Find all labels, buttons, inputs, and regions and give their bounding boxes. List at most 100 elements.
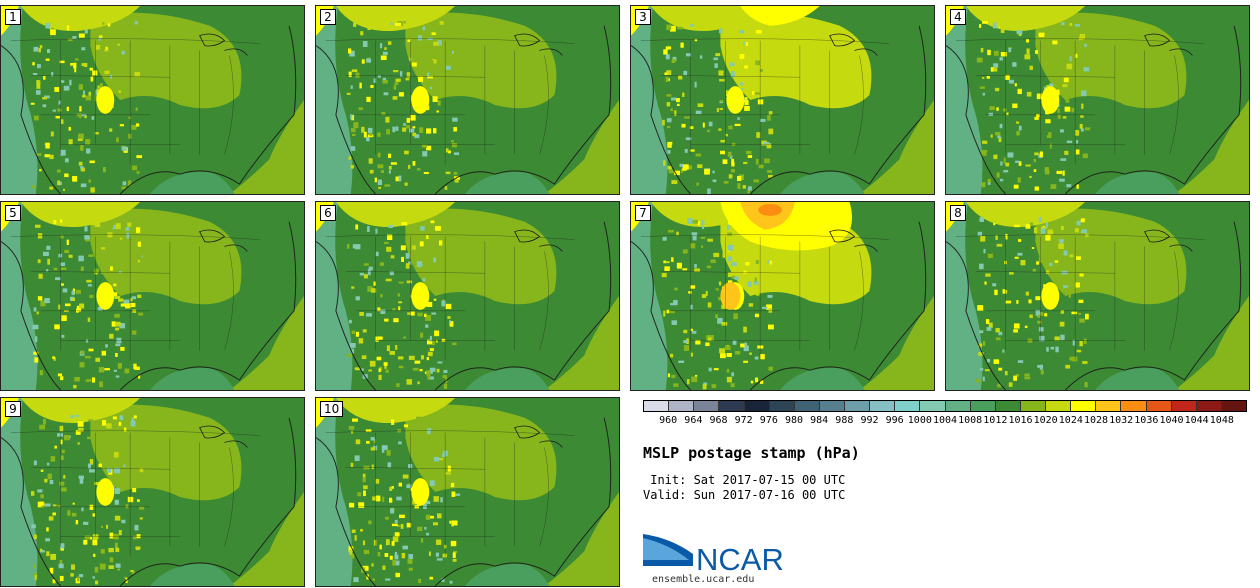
colorbar-swatch-18 <box>1096 401 1122 411</box>
terrain-speck <box>707 129 710 133</box>
terrain-speck <box>766 143 772 149</box>
terrain-speck <box>54 324 60 330</box>
terrain-speck <box>710 259 716 264</box>
great-lakes <box>199 33 226 47</box>
terrain-speck <box>77 442 80 445</box>
terrain-speck <box>385 116 390 123</box>
terrain-speck <box>416 261 423 265</box>
terrain-speck <box>430 515 434 519</box>
terrain-speck <box>389 486 393 491</box>
terrain-speck <box>697 221 701 226</box>
terrain-speck <box>671 320 677 325</box>
terrain-speck <box>1040 369 1044 375</box>
terrain-speck <box>64 249 70 254</box>
terrain-speck <box>1013 329 1019 333</box>
terrain-speck <box>1085 313 1089 320</box>
terrain-speck <box>102 419 107 426</box>
terrain-speck <box>451 520 458 526</box>
terrain-speck <box>102 33 107 37</box>
terrain-speck <box>1014 224 1020 228</box>
northwest-ridge <box>335 202 456 228</box>
terrain-speck <box>34 224 41 228</box>
terrain-speck <box>665 46 672 50</box>
terrain-speck <box>1063 250 1068 256</box>
terrain-speck <box>121 186 127 190</box>
terrain-speck <box>762 306 768 309</box>
member-label-9: 9 <box>5 401 21 417</box>
terrain-speck <box>116 446 122 452</box>
terrain-speck <box>363 263 369 266</box>
terrain-speck <box>392 96 398 100</box>
terrain-speck <box>135 107 138 111</box>
terrain-speck <box>85 339 89 343</box>
boundary-line <box>30 271 170 274</box>
terrain-speck <box>91 24 95 29</box>
terrain-speck <box>35 153 42 156</box>
terrain-speck <box>713 368 719 371</box>
terrain-speck <box>990 134 993 138</box>
terrain-speck <box>998 332 1003 336</box>
terrain-speck <box>75 58 79 61</box>
great-lakes <box>539 244 563 252</box>
terrain-speck <box>435 226 441 231</box>
terrain-speck <box>1071 311 1077 315</box>
terrain-speck <box>78 84 83 90</box>
terrain-speck <box>374 177 377 183</box>
rocky-high-core <box>411 282 430 310</box>
terrain-speck <box>1016 300 1019 304</box>
terrain-speck <box>406 117 411 123</box>
terrain-speck <box>1065 364 1071 369</box>
terrain-speck <box>451 491 456 497</box>
terrain-speck <box>1002 289 1005 294</box>
colorbar-tick-972: 972 <box>734 415 753 426</box>
terrain-speck <box>77 427 84 432</box>
terrain-speck <box>422 278 426 282</box>
terrain-speck <box>117 568 121 571</box>
terrain-speck <box>125 504 129 509</box>
terrain-speck <box>727 244 734 251</box>
rocky-high-core <box>411 86 430 114</box>
terrain-speck <box>1024 325 1028 329</box>
terrain-speck <box>997 383 1002 388</box>
terrain-speck <box>76 305 82 312</box>
terrain-speck <box>365 429 372 432</box>
terrain-speck <box>1061 21 1065 26</box>
high-pressure-band <box>90 404 242 501</box>
terrain-speck <box>49 154 54 160</box>
terrain-speck <box>754 356 759 360</box>
boundary-line <box>345 75 485 78</box>
terrain-speck <box>1036 93 1042 100</box>
terrain-speck <box>766 260 770 264</box>
terrain-speck <box>405 78 410 81</box>
terrain-speck <box>122 181 127 186</box>
terrain-speck <box>1043 86 1047 91</box>
terrain-speck <box>722 252 726 258</box>
terrain-speck <box>97 85 100 89</box>
terrain-speck <box>746 150 752 155</box>
terrain-speck <box>60 546 64 551</box>
terrain-speck <box>377 307 381 312</box>
terrain-speck <box>1068 261 1073 267</box>
terrain-speck <box>734 276 739 280</box>
terrain-speck <box>980 150 987 156</box>
colorbar-tick-1044: 1044 <box>1184 415 1209 426</box>
terrain-speck <box>993 359 1000 364</box>
terrain-speck <box>412 132 417 137</box>
terrain-speck <box>433 496 439 502</box>
terrain-speck <box>666 309 670 314</box>
terrain-speck <box>754 277 757 282</box>
terrain-speck <box>93 553 96 557</box>
terrain-speck <box>114 499 119 505</box>
colorbar-tick-984: 984 <box>810 415 829 426</box>
terrain-speck <box>1033 227 1038 234</box>
terrain-speck <box>46 268 49 272</box>
terrain-speck <box>358 107 363 111</box>
terrain-speck <box>1082 361 1088 364</box>
terrain-speck <box>720 150 725 155</box>
terrain-speck <box>58 100 61 105</box>
terrain-speck <box>673 299 678 306</box>
terrain-speck <box>1038 327 1044 332</box>
terrain-speck <box>127 78 131 82</box>
terrain-speck <box>66 239 69 246</box>
terrain-speck <box>674 110 677 116</box>
